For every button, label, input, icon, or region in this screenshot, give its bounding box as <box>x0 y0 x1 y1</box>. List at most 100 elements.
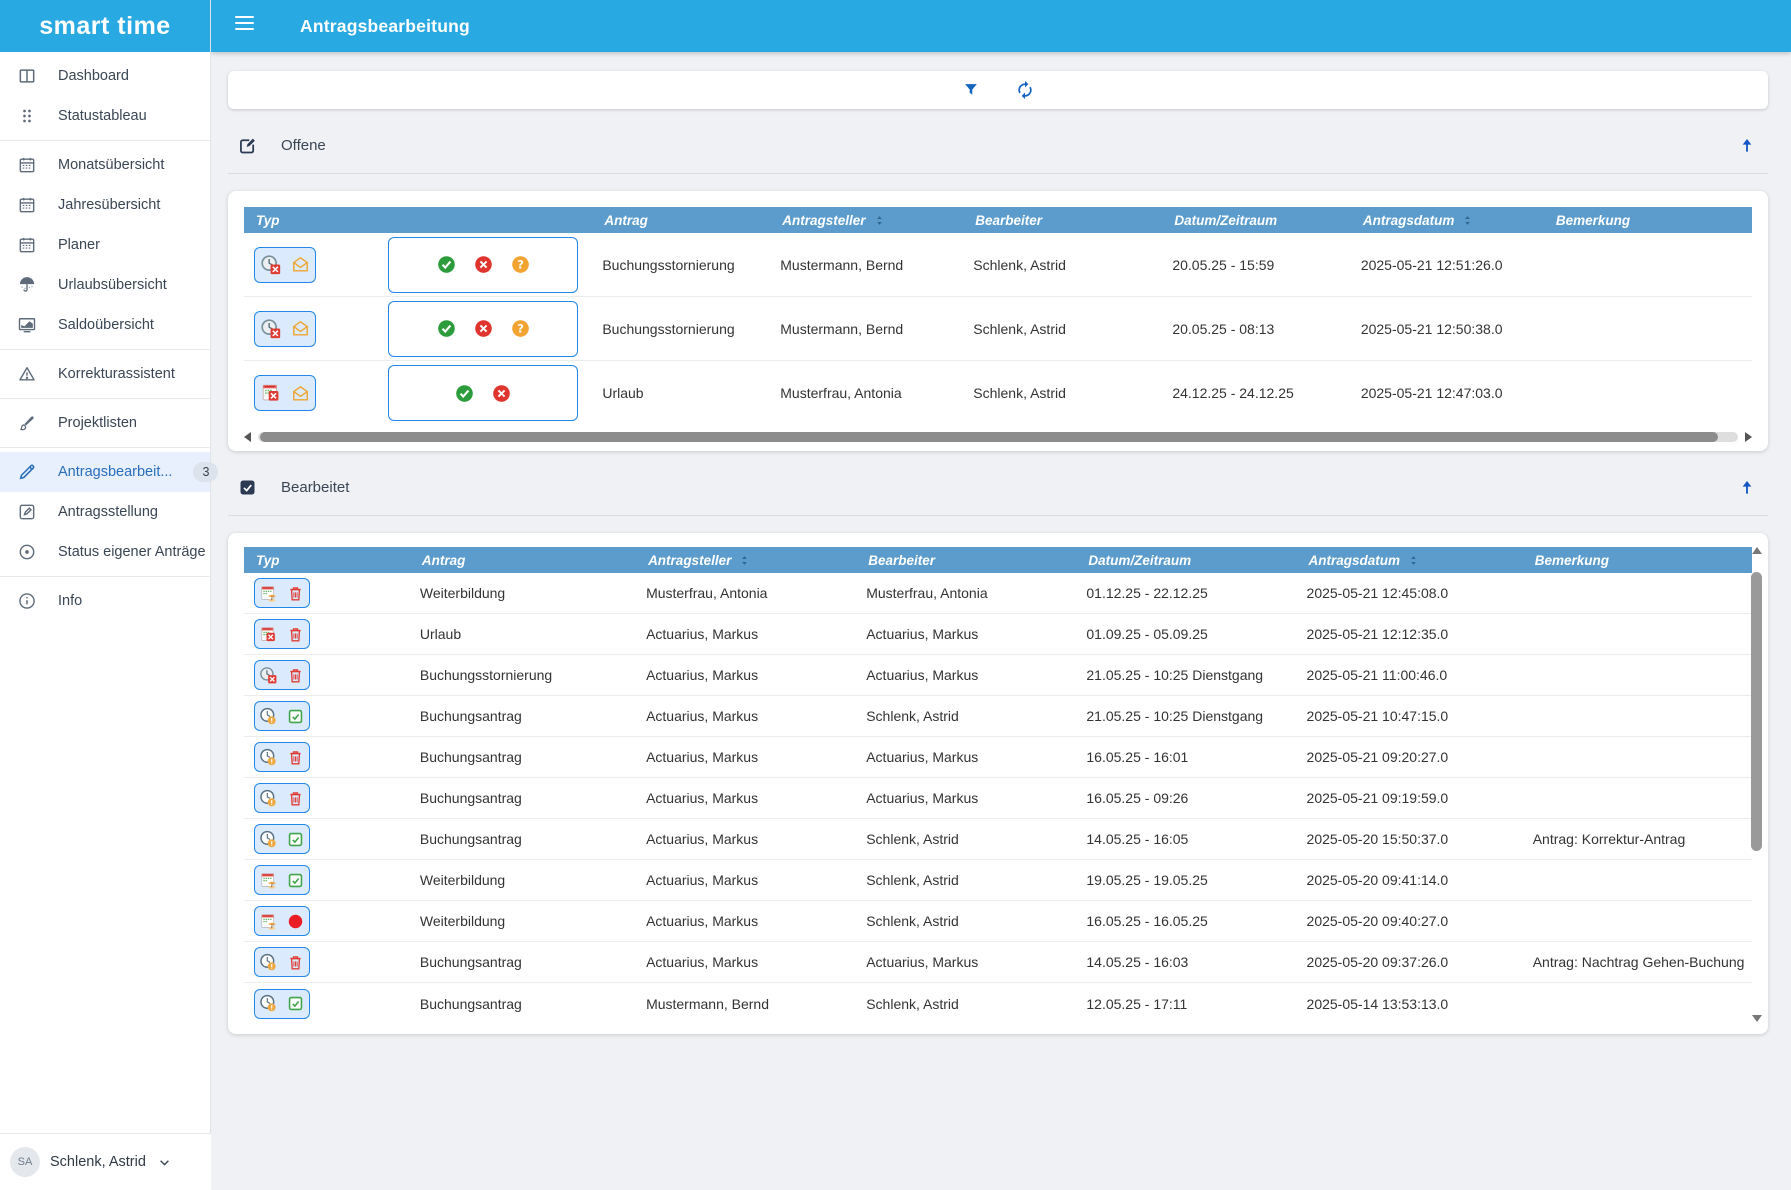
type-button[interactable] <box>254 742 310 772</box>
type-button[interactable] <box>254 906 310 936</box>
type-button[interactable] <box>254 578 310 608</box>
reject-button[interactable] <box>473 318 494 339</box>
hscroll-track[interactable] <box>258 432 1738 442</box>
approve-button[interactable] <box>454 383 475 404</box>
vscroll-thumb[interactable] <box>1750 572 1762 851</box>
sidebar-item-dashboard[interactable]: Dashboard <box>0 56 210 96</box>
open-header-antragsteller[interactable]: Antragsteller <box>770 213 963 228</box>
sort-icon[interactable] <box>1461 214 1474 227</box>
table-row[interactable]: Weiterbildung Actuarius, Markus Schlenk, A… <box>244 901 1752 942</box>
scroll-left-icon[interactable] <box>244 432 251 442</box>
type-button[interactable] <box>254 824 310 854</box>
clock-pending-icon <box>259 830 278 849</box>
trash-icon[interactable] <box>286 748 305 767</box>
approve-button[interactable] <box>436 318 457 339</box>
type-button[interactable] <box>254 619 310 649</box>
checkbox-checked-icon[interactable] <box>237 477 258 498</box>
table-row[interactable]: Urlaub Musterfrau, Antonia Schlenk, Astrid… <box>244 361 1752 425</box>
sidebar-item-info[interactable]: Info <box>0 581 210 621</box>
open-header-antragsdatum[interactable]: Antragsdatum <box>1351 213 1544 228</box>
horizontal-scrollbar[interactable] <box>244 429 1752 445</box>
envelope-icon <box>291 255 310 274</box>
type-button[interactable] <box>254 988 310 1019</box>
trash-icon[interactable] <box>286 584 305 603</box>
sidebar-item-projektlisten[interactable]: Projektlisten <box>0 403 210 443</box>
vertical-scrollbar[interactable] <box>1749 547 1764 1022</box>
sort-icon[interactable] <box>1407 554 1420 567</box>
proc-header-datum-zeitraum: Datum/Zeitraum <box>1076 553 1296 568</box>
trash-icon[interactable] <box>286 789 305 808</box>
calendar-cancel-icon <box>260 382 282 404</box>
reject-button[interactable] <box>473 254 494 275</box>
proc-header-antragsteller[interactable]: Antragsteller <box>636 553 856 568</box>
sidebar-item-antragsstellung[interactable]: Antragsstellung <box>0 492 210 532</box>
check-square-icon[interactable] <box>286 994 305 1013</box>
type-button[interactable] <box>254 246 316 283</box>
clock-pending-icon <box>259 994 278 1013</box>
collapse-open-icon[interactable] <box>1737 135 1757 155</box>
hscroll-thumb[interactable] <box>260 432 1718 442</box>
scroll-up-icon[interactable] <box>1751 547 1762 554</box>
cell-antragsdatum: 2025-05-20 15:50:37.0 <box>1306 831 1449 847</box>
table-row[interactable]: ? Buchungsstornierung Mustermann, Bernd Sch… <box>244 233 1752 297</box>
table-row[interactable]: Buchungsantrag Actuarius, Markus Actuarius… <box>244 942 1752 983</box>
trash-icon[interactable] <box>286 666 305 685</box>
table-row[interactable]: Weiterbildung Actuarius, Markus Schlenk, A… <box>244 860 1752 901</box>
hamburger-menu-icon[interactable] <box>235 16 254 35</box>
trash-icon[interactable] <box>286 953 305 972</box>
filter-icon[interactable] <box>961 80 981 100</box>
check-square-icon[interactable] <box>286 871 305 890</box>
sidebar-item-monatsübersicht[interactable]: Monatsübersicht <box>0 145 210 185</box>
table-row[interactable]: Buchungsantrag Mustermann, Bernd Schlenk, … <box>244 983 1752 1024</box>
proc-header-antragsdatum[interactable]: Antragsdatum <box>1297 553 1523 568</box>
chevron-down-icon[interactable] <box>156 1154 173 1171</box>
type-button[interactable] <box>254 701 310 731</box>
question-button[interactable]: ? <box>510 318 531 339</box>
sort-icon[interactable] <box>873 214 886 227</box>
type-button[interactable] <box>254 375 316 411</box>
reject-button[interactable] <box>491 383 512 404</box>
cell-antrag: Buchungsantrag <box>419 749 522 765</box>
sort-icon[interactable] <box>738 554 751 567</box>
column-label: Antragsteller <box>648 552 732 568</box>
collapse-processed-icon[interactable] <box>1737 477 1757 497</box>
approve-button[interactable] <box>436 254 457 275</box>
sidebar-item-planer[interactable]: Planer <box>0 225 210 265</box>
section-processed-title: Bearbeitet <box>281 478 350 496</box>
table-row[interactable]: Buchungsantrag Actuarius, Markus Schlenk, … <box>244 819 1752 860</box>
type-button[interactable] <box>254 660 310 690</box>
table-row[interactable]: Buchungsantrag Actuarius, Markus Actuarius… <box>244 778 1752 819</box>
column-label: Typ <box>256 552 280 568</box>
scroll-right-icon[interactable] <box>1745 432 1752 442</box>
table-row[interactable]: ? Buchungsstornierung Mustermann, Bernd Sch… <box>244 297 1752 361</box>
envelope-icon <box>291 384 310 403</box>
cell-bemerkung: Antrag: Korrektur-Antrag <box>1532 831 1686 847</box>
sidebar-item-urlaubsübersicht[interactable]: Urlaubsübersicht <box>0 265 210 305</box>
refresh-icon[interactable] <box>1015 80 1035 100</box>
appbar: Antragsbearbeitung <box>211 0 1791 52</box>
user-menu[interactable]: SA Schlenk, Astrid <box>0 1133 211 1190</box>
type-button[interactable] <box>254 865 310 895</box>
sidebar-item-status-eigener-anträge[interactable]: Status eigener Anträge <box>0 532 210 572</box>
scroll-down-icon[interactable] <box>1751 1015 1762 1022</box>
question-button[interactable]: ? <box>510 254 531 275</box>
type-button[interactable] <box>254 310 316 347</box>
table-row[interactable]: Buchungsantrag Actuarius, Markus Schlenk, … <box>244 696 1752 737</box>
check-square-icon[interactable] <box>286 707 305 726</box>
type-button[interactable] <box>254 947 310 977</box>
sidebar-item-saldoübersicht[interactable]: Saldoübersicht <box>0 305 210 345</box>
sidebar-item-antragsbearbeit[interactable]: Antragsbearbeit... 3 <box>0 452 219 492</box>
check-square-icon[interactable] <box>286 830 305 849</box>
table-row[interactable]: Buchungsstornierung Actuarius, Markus Actu… <box>244 655 1752 696</box>
trash-icon[interactable] <box>286 625 305 644</box>
sidebar-item-statustableau[interactable]: Statustableau <box>0 96 210 136</box>
red-dot-icon[interactable] <box>286 912 305 931</box>
table-row[interactable]: Weiterbildung Musterfrau, Antonia Musterfr… <box>244 573 1752 614</box>
vscroll-track[interactable] <box>1750 556 1763 1013</box>
table-row[interactable]: Buchungsantrag Actuarius, Markus Actuarius… <box>244 737 1752 778</box>
type-button[interactable] <box>254 783 310 813</box>
cell-antrag: Buchungsstornierung <box>602 256 735 273</box>
sidebar-item-jahresübersicht[interactable]: Jahresübersicht <box>0 185 210 225</box>
table-row[interactable]: Urlaub Actuarius, Markus Actuarius, Markus… <box>244 614 1752 655</box>
sidebar-item-korrekturassistent[interactable]: Korrekturassistent <box>0 354 210 394</box>
